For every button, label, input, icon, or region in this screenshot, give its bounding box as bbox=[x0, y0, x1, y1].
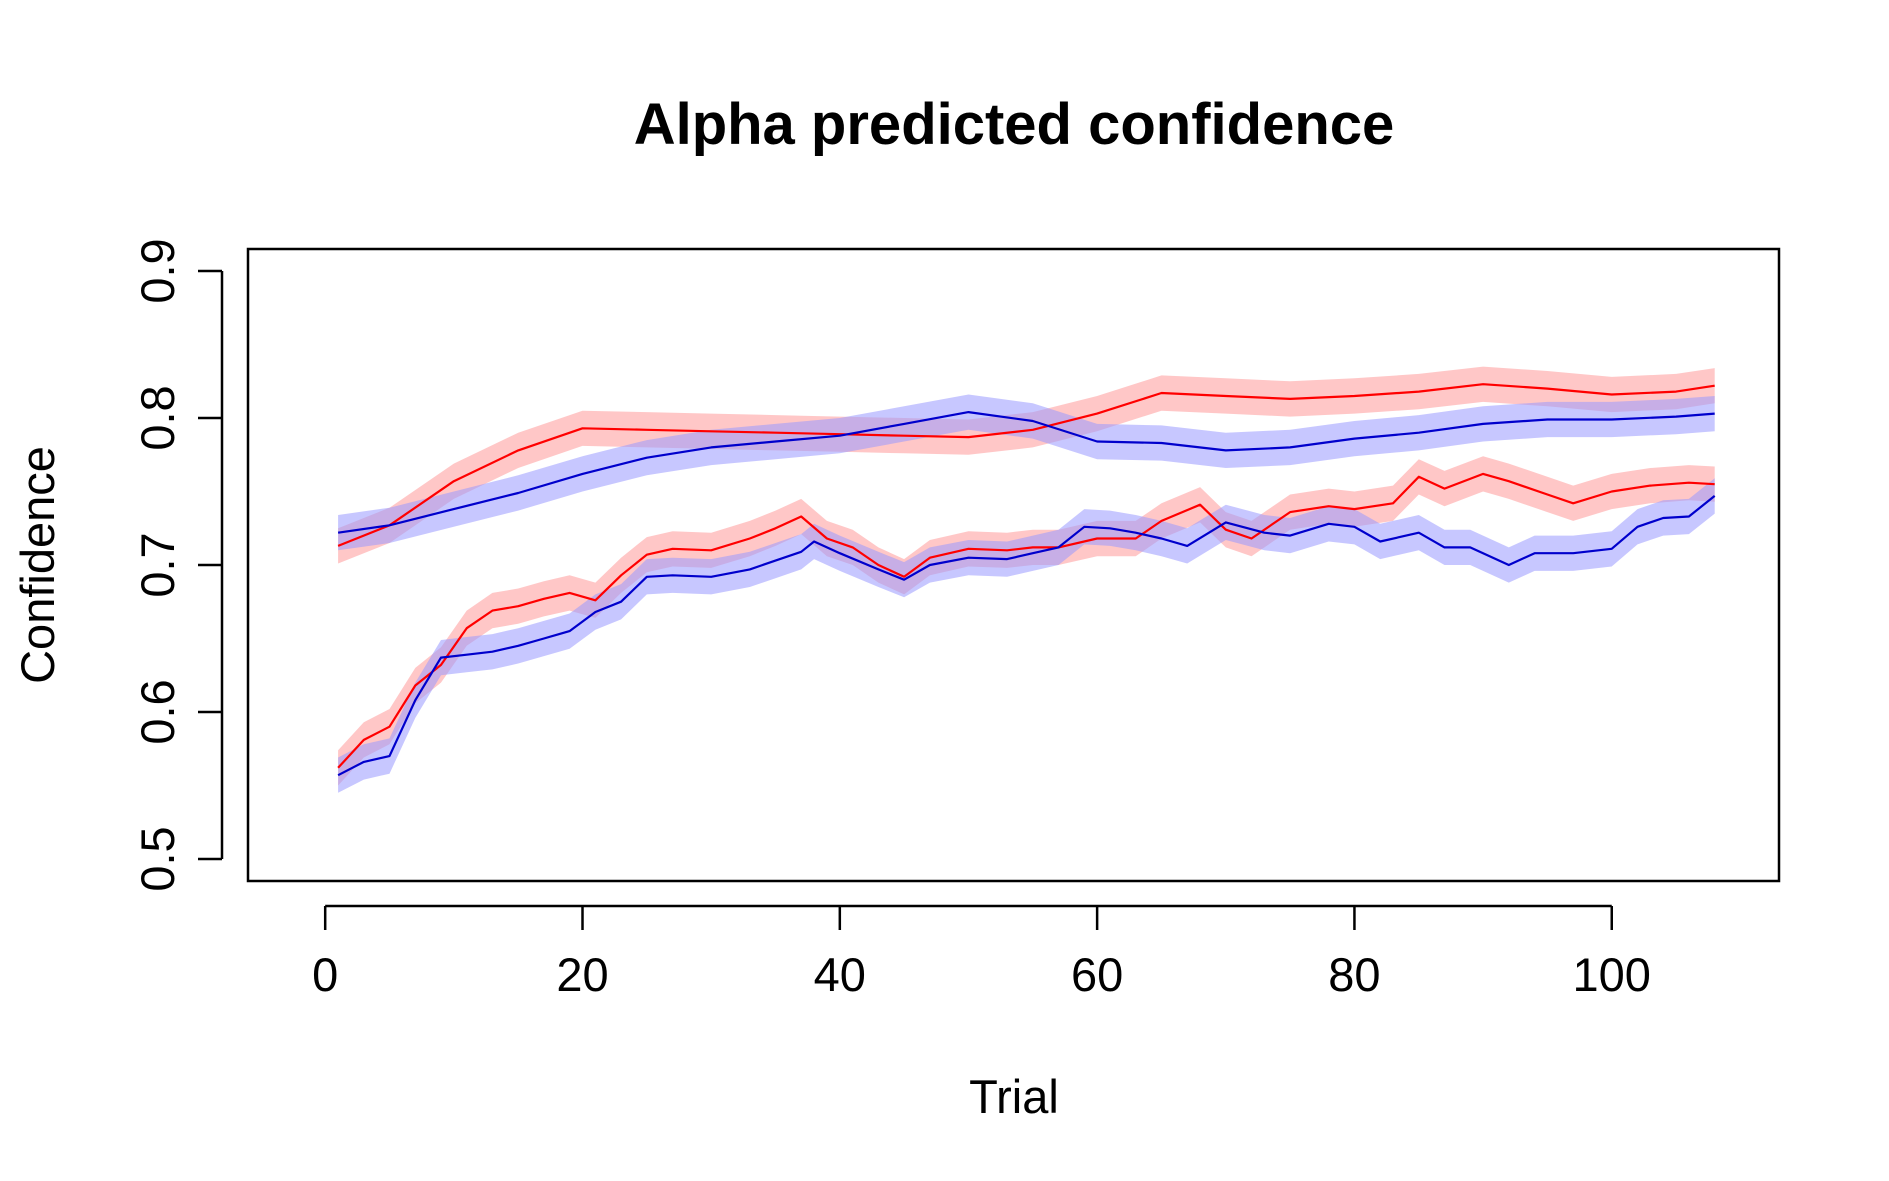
y-tick-label: 0.9 bbox=[131, 238, 184, 303]
x-axis-label: Trial bbox=[969, 1070, 1059, 1123]
series-2-band bbox=[338, 394, 1715, 551]
confidence-bands bbox=[338, 366, 1715, 793]
series-3-band bbox=[338, 456, 1715, 786]
series-4-band bbox=[338, 478, 1715, 793]
series-lines bbox=[337, 383, 1716, 777]
series-4-line bbox=[337, 495, 1716, 777]
x-tick-label: 20 bbox=[556, 948, 608, 1001]
x-tick-label: 0 bbox=[312, 948, 338, 1001]
y-tick-label: 0.5 bbox=[131, 826, 184, 891]
series-1-band bbox=[338, 366, 1715, 564]
plot-frame bbox=[246, 247, 1781, 883]
y-tick-label: 0.6 bbox=[131, 679, 184, 744]
x-tick-label: 60 bbox=[1071, 948, 1123, 1001]
x-tick-label: 100 bbox=[1573, 948, 1651, 1001]
series-3-line bbox=[337, 472, 1715, 769]
x-tick-label: 80 bbox=[1328, 948, 1380, 1001]
x-axis: 0 20 40 60 80 100 bbox=[312, 904, 1651, 1001]
chart-title: Alpha predicted confidence bbox=[634, 92, 1395, 157]
series-2-line bbox=[337, 411, 1715, 534]
y-axis-label: Confidence bbox=[11, 446, 64, 684]
y-axis: 0.5 0.6 0.7 0.8 0.9 bbox=[131, 238, 224, 892]
x-tick-label: 40 bbox=[814, 948, 866, 1001]
series-1-line bbox=[337, 383, 1715, 547]
y-tick-label: 0.7 bbox=[131, 532, 184, 597]
y-tick-label: 0.8 bbox=[131, 385, 184, 450]
